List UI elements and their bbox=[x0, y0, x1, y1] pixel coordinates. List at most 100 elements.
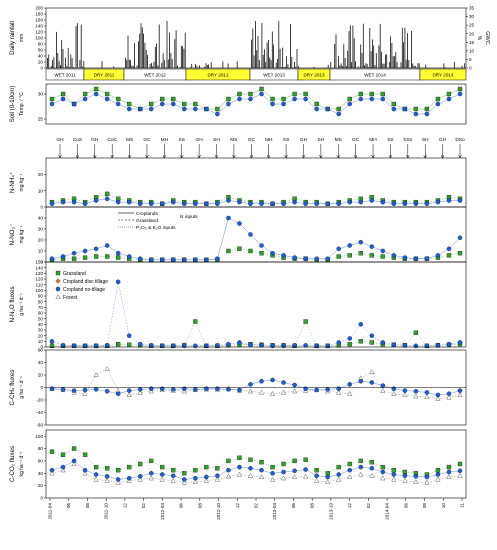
operation-arrow-head bbox=[232, 154, 236, 159]
panel-frame-n2o bbox=[45, 261, 467, 348]
rain-bar bbox=[268, 40, 269, 68]
ch4-forest-point bbox=[413, 393, 419, 399]
temp-grass-point bbox=[446, 91, 452, 97]
legend-label: Cropland no-tillage bbox=[63, 287, 105, 293]
n2o-notill-point bbox=[49, 339, 55, 344]
no3-grass-point bbox=[358, 251, 363, 256]
rain-bar bbox=[184, 32, 186, 68]
nh4-notill-line bbox=[51, 198, 460, 204]
rain-bar bbox=[453, 61, 455, 68]
n2o-notill-point bbox=[435, 343, 441, 348]
co2-notill-point bbox=[424, 474, 430, 480]
rain-bar bbox=[407, 33, 408, 68]
temp-notill-point bbox=[171, 101, 176, 107]
co2-grass-point bbox=[237, 455, 242, 460]
nh4-notill-point bbox=[226, 198, 231, 203]
rain-bar bbox=[210, 62, 212, 68]
y-tick-label: 80 bbox=[38, 446, 44, 451]
co2-grass-point bbox=[270, 464, 275, 470]
ch4-forest-point bbox=[380, 387, 386, 393]
temp-notill-point bbox=[457, 91, 463, 97]
operation-label: SS bbox=[387, 137, 393, 143]
n2o-notill-point bbox=[314, 343, 319, 349]
rain-bar bbox=[73, 66, 74, 68]
ch4-forest-point bbox=[126, 392, 132, 398]
n2o-grass-point bbox=[116, 342, 121, 347]
operation-label: GH bbox=[196, 137, 204, 143]
co2-notill-point bbox=[226, 467, 231, 473]
y-axis-label: N-NO₃⁻ bbox=[9, 224, 16, 246]
n2o-notill-point bbox=[226, 341, 231, 347]
x-tick-label: 2013-10 bbox=[328, 503, 333, 520]
co2-grass-point bbox=[149, 458, 154, 464]
rain-bar bbox=[171, 58, 173, 68]
n2o-notill-point bbox=[215, 343, 220, 348]
nh4-grass-line bbox=[51, 193, 461, 204]
x-tick-label: 06 bbox=[291, 503, 296, 509]
co2-forest-point bbox=[181, 479, 187, 485]
co2-grass-point bbox=[336, 464, 341, 470]
n2o-notill-point bbox=[237, 340, 242, 345]
operation-label: GC bbox=[352, 137, 360, 143]
rain-bar bbox=[282, 47, 284, 68]
ch4-notill-point bbox=[369, 380, 375, 385]
ch4-forest-point bbox=[104, 365, 110, 371]
rain-bar bbox=[50, 65, 52, 68]
rain-bar bbox=[286, 56, 287, 68]
temp-notill-point bbox=[137, 106, 143, 112]
operation-arrow-head bbox=[371, 154, 375, 159]
co2-forest-point bbox=[347, 474, 353, 480]
co2-grass-point bbox=[325, 471, 330, 476]
season-band-label: WET 2014 bbox=[364, 73, 386, 78]
y-axis-label: N-NH₄⁺ bbox=[9, 172, 16, 193]
legend-label: Grassland bbox=[63, 271, 86, 277]
rain-bar bbox=[270, 59, 272, 68]
co2-notill-point bbox=[49, 467, 55, 473]
co2-grass-point bbox=[226, 458, 231, 464]
rain-bar bbox=[147, 54, 148, 68]
rain-bar bbox=[175, 30, 177, 69]
co2-forest-point bbox=[358, 471, 364, 477]
y-tick-label: 20 bbox=[38, 60, 44, 65]
y-tick-label: 40 bbox=[38, 54, 44, 59]
co2-forest-point bbox=[391, 476, 397, 482]
rain-bar bbox=[346, 66, 347, 68]
n2o-notill-point bbox=[424, 343, 430, 349]
co2-forest-point bbox=[93, 476, 99, 482]
no3-notill-point bbox=[49, 256, 55, 261]
no3-notill-point bbox=[446, 246, 452, 252]
temp-grass-point bbox=[116, 96, 121, 102]
no3-grass-point bbox=[259, 251, 264, 256]
co2-grass-line bbox=[51, 448, 461, 475]
co2-grass-point bbox=[138, 461, 143, 467]
temp-notill-point bbox=[281, 101, 286, 107]
ch4-forest-point bbox=[369, 369, 375, 374]
co2-notill-point bbox=[148, 471, 154, 476]
rain-bar bbox=[295, 66, 297, 68]
n2o-notill-point bbox=[446, 341, 452, 347]
rain-bar bbox=[251, 39, 252, 68]
rain-bar bbox=[284, 66, 286, 68]
x-tick-label: 08 bbox=[422, 503, 427, 509]
operation-arrow-head bbox=[110, 154, 114, 159]
operation-label: GC bbox=[143, 137, 151, 143]
no3-notill-point bbox=[380, 248, 386, 254]
legend-marker bbox=[55, 294, 61, 300]
rain-bar bbox=[71, 58, 73, 68]
operation-arrow-head bbox=[266, 154, 271, 159]
rain-bar bbox=[164, 60, 165, 68]
nh4-notill-point bbox=[115, 199, 121, 205]
y-tick-label: 40 bbox=[38, 216, 44, 221]
rain-bar bbox=[357, 66, 359, 68]
temp-notill-point bbox=[237, 96, 242, 102]
x-tick-label: 2011-10 bbox=[104, 503, 109, 520]
temp-notill-point bbox=[391, 106, 397, 112]
rain-bar bbox=[253, 55, 255, 68]
operation-arrow-head bbox=[180, 154, 184, 159]
no3-notill-point bbox=[137, 256, 143, 261]
rain-bar bbox=[222, 61, 224, 68]
rain-bar bbox=[403, 42, 404, 68]
no3-notill-point bbox=[358, 239, 364, 245]
season-band-label: WET 2012 bbox=[144, 73, 166, 78]
temp-notill-point bbox=[248, 96, 253, 102]
